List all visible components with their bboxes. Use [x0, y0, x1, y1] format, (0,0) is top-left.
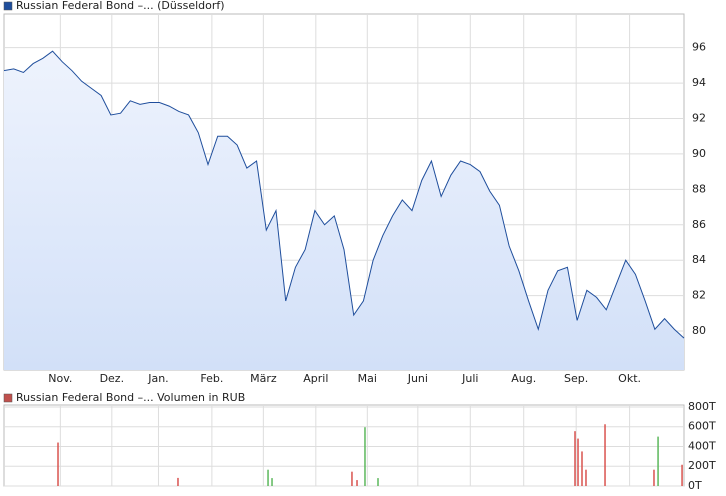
volume-bar [577, 438, 579, 486]
area-fill [4, 51, 684, 370]
y-tick-label: 92 [692, 111, 706, 124]
y-tick-label: 400T [688, 439, 716, 452]
y-tick-label: 94 [692, 76, 706, 89]
volume-bar [585, 469, 587, 486]
volume-bar [681, 464, 683, 486]
x-tick-label: Aug. [511, 372, 536, 385]
x-tick-label: Nov. [48, 372, 72, 385]
x-tick-label: Sep. [564, 372, 588, 385]
legend-label: Russian Federal Bond –... (Düsseldorf) [16, 0, 225, 12]
y-tick-label: 84 [692, 253, 706, 266]
volume-bar [574, 431, 576, 486]
x-tick-label: Feb. [200, 372, 223, 385]
volume-bar [653, 469, 655, 486]
x-tick-label: Juni [407, 372, 428, 385]
y-tick-label: 82 [692, 289, 706, 302]
x-tick-label: Juli [461, 372, 478, 385]
x-tick-label: Mai [358, 372, 377, 385]
volume-bar [271, 478, 273, 486]
volume-bar [267, 469, 269, 486]
y-tick-label: 200T [688, 459, 716, 472]
volume-bar [177, 477, 179, 486]
volume-bar [604, 424, 606, 486]
y-tick-label: 0T [688, 479, 702, 492]
volume-bar [657, 436, 659, 486]
legend-swatch [3, 1, 13, 11]
volume-bar [356, 480, 358, 486]
plot-area [3, 404, 685, 487]
x-tick-label: Okt. [618, 372, 641, 385]
volume-bar [364, 427, 366, 486]
volume-bar [351, 471, 353, 486]
y-tick-label: 86 [692, 218, 706, 231]
y-tick-label: 96 [692, 41, 706, 54]
x-tick-label: Jan. [147, 372, 168, 385]
volume-bar [57, 442, 59, 486]
volume-bar [377, 478, 379, 486]
x-tick-label: April [303, 372, 328, 385]
x-tick-label: März [250, 372, 277, 385]
y-tick-label: 90 [692, 147, 706, 160]
y-tick-label: 800T [688, 400, 716, 413]
y-tick-label: 88 [692, 182, 706, 195]
legend-label: Russian Federal Bond –... Volumen in RUB [16, 391, 245, 404]
y-tick-label: 600T [688, 420, 716, 433]
legend-swatch [3, 393, 13, 403]
y-tick-label: 80 [692, 324, 706, 337]
volume-bar [581, 451, 583, 486]
price-line [3, 50, 685, 339]
x-tick-label: Dez. [100, 372, 125, 385]
